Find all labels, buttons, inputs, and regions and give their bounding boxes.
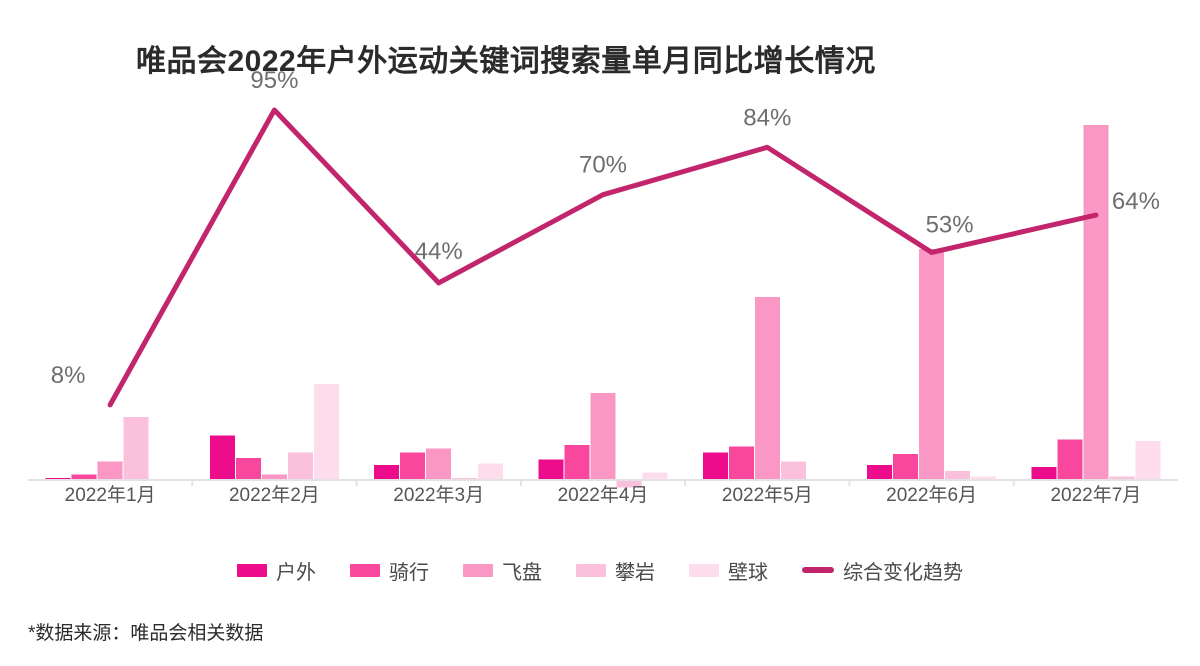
page-title: 唯品会2022年户外运动关键词搜索量单月同比增长情况	[136, 45, 876, 78]
x-axis-tick-label: 2022年1月	[64, 485, 156, 506]
bar-攀岩	[123, 417, 149, 480]
value-label: 70%	[579, 152, 627, 179]
legend-swatch-icon	[237, 563, 267, 577]
x-axis-tick-label: 2022年5月	[721, 485, 813, 506]
bar-飞盘	[97, 461, 123, 480]
legend-item-label: 飞盘	[502, 561, 542, 584]
x-axis-tick-label: 2022年6月	[886, 485, 978, 506]
bar-壁球	[313, 383, 339, 480]
bar-骑行	[71, 474, 97, 480]
bar-骑行	[728, 446, 754, 480]
bars-group	[45, 125, 1161, 488]
x-axis-tick-label: 2022年2月	[228, 485, 320, 506]
legend-item-label: 攀岩	[615, 561, 655, 584]
bar-攀岩	[945, 470, 971, 480]
chart-svg: 8% 95% 44% 70% 84% 53% 64%	[28, 67, 1178, 488]
legend-item-label: 综合变化趋势	[843, 561, 963, 584]
legend-swatch-icon	[689, 563, 719, 577]
legend-item-飞盘[interactable]: 飞盘	[463, 556, 542, 585]
bar-壁球	[1135, 441, 1161, 480]
bar-壁球	[642, 472, 668, 480]
bar-户外	[374, 465, 400, 480]
trend-line	[107, 107, 1099, 408]
axis-ticks	[191, 480, 1015, 486]
bar-骑行	[564, 444, 590, 480]
chart-legend: 户外 骑行 飞盘 攀岩 壁球 综合变化趋势	[0, 550, 1200, 590]
value-label: 8%	[51, 362, 86, 389]
legend-swatch-icon	[576, 563, 606, 577]
legend-item-label: 户外	[276, 561, 316, 584]
legend-item-综合变化趋势[interactable]: 综合变化趋势	[802, 556, 963, 585]
trend-value-labels: 8% 95% 44% 70% 84% 53% 64%	[51, 67, 1160, 389]
bar-户外	[867, 465, 893, 480]
x-axis-tick-label: 2022年3月	[393, 485, 485, 506]
bar-骑行	[235, 457, 261, 480]
bar-攀岩	[780, 461, 806, 480]
x-axis-tick-label: 2022年4月	[557, 485, 649, 506]
bar-户外	[702, 452, 728, 480]
legend-item-攀岩[interactable]: 攀岩	[576, 556, 655, 585]
bar-攀岩	[287, 452, 313, 480]
bar-壁球	[478, 463, 504, 480]
bar-户外	[209, 435, 235, 481]
bar-飞盘	[1083, 125, 1109, 480]
bar-飞盘	[426, 448, 452, 480]
value-label: 53%	[926, 211, 974, 238]
x-axis-tick-label: 2022年7月	[1050, 485, 1142, 506]
plot-area: 8% 95% 44% 70% 84% 53% 64%	[0, 67, 1200, 488]
value-label: 95%	[250, 67, 298, 94]
bar-户外	[1031, 467, 1057, 480]
value-label: 44%	[415, 238, 463, 265]
bar-攀岩	[1109, 476, 1135, 480]
bar-飞盘	[919, 248, 945, 480]
bar-壁球	[971, 476, 997, 480]
bar-飞盘	[590, 393, 616, 480]
bar-骑行	[1057, 439, 1083, 480]
legend-item-户外[interactable]: 户外	[237, 556, 316, 585]
bar-户外	[538, 459, 564, 480]
bar-骑行	[893, 454, 919, 480]
value-label: 64%	[1112, 188, 1160, 215]
legend-item-label: 骑行	[389, 561, 429, 584]
legend-item-壁球[interactable]: 壁球	[689, 556, 768, 585]
value-label: 84%	[743, 104, 791, 131]
bar-飞盘	[261, 474, 287, 480]
legend-swatch-icon	[350, 563, 380, 577]
legend-item-骑行[interactable]: 骑行	[350, 556, 429, 585]
x-axis-labels: 2022年1月 2022年2月 2022年3月 2022年4月 2022年5月 2022年…	[0, 480, 1200, 514]
legend-line-icon	[802, 567, 834, 573]
bar-攀岩	[616, 480, 642, 488]
source-footnote: *数据来源：唯品会相关数据	[28, 623, 264, 644]
legend-swatch-icon	[463, 563, 493, 577]
bar-骑行	[400, 452, 426, 480]
bar-飞盘	[754, 296, 780, 480]
legend-item-label: 壁球	[728, 561, 768, 584]
